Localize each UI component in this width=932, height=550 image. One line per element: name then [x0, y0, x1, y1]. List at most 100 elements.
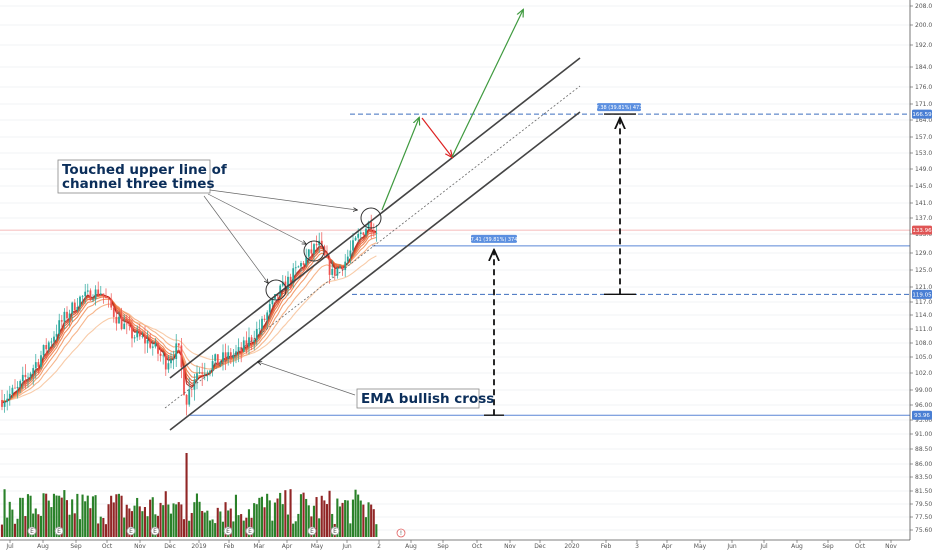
y-tick-label: 79.50 [915, 501, 932, 508]
candle-body [300, 263, 302, 267]
price-badge [912, 225, 932, 235]
event-marker-label: E [310, 528, 314, 535]
volume-bar [29, 495, 32, 537]
projection-layer [381, 10, 523, 211]
candle-body [128, 323, 131, 327]
volume-bar [242, 520, 245, 537]
event-marker-label: E [57, 528, 61, 535]
volume-bar [237, 515, 240, 537]
volume-bar [76, 493, 79, 537]
volume-bar [341, 502, 344, 537]
candle-body [183, 367, 185, 395]
candle-body [66, 311, 68, 319]
y-tick-label: 141.00 [915, 200, 932, 207]
x-tick-label: Feb [224, 543, 235, 550]
candle-body [177, 343, 180, 346]
candle-body [68, 313, 71, 319]
ema-line [2, 230, 377, 403]
candle-body [268, 304, 271, 313]
candle-body [138, 331, 141, 337]
touch-circle [303, 240, 325, 262]
volume-bar [299, 494, 302, 537]
volume-bar [240, 514, 243, 537]
volume-bar [26, 494, 29, 537]
candle-body [362, 232, 365, 235]
candle-body [34, 362, 37, 369]
volume-bar [234, 494, 237, 537]
volume-bar [151, 497, 154, 537]
candle-body [24, 374, 27, 378]
y-tick-label: 99.00 [915, 387, 932, 394]
candle-body [258, 328, 261, 330]
candle-body [47, 342, 50, 350]
volume-bar [188, 520, 191, 537]
x-tick-label: Oct [472, 543, 483, 550]
ema-line [1, 229, 377, 403]
volume-bar [325, 504, 328, 537]
volume-bar [286, 514, 289, 537]
volume-bar [253, 503, 256, 537]
candle-body [73, 302, 76, 311]
candle-body [151, 346, 154, 348]
candle-body [196, 373, 198, 380]
volume-bar [164, 491, 167, 537]
volume-bar [315, 497, 318, 537]
volume-bar [177, 502, 180, 537]
volume-bar [102, 517, 105, 537]
candle-body [115, 316, 118, 324]
x-tick-label: Mar [253, 543, 265, 550]
volume-bar [68, 514, 71, 537]
measurement-layer: 47.38 (39.81%) 4738 37.41 (39.81%) 3741 [467, 103, 646, 416]
volume-bar [372, 509, 375, 537]
candle-body [339, 266, 341, 269]
y-tick-label: 176.00 [915, 84, 932, 91]
volume-bar [58, 495, 61, 537]
annotation-pointer [258, 362, 356, 396]
candle-body [359, 232, 362, 234]
candle-body [19, 381, 22, 387]
candle-body [219, 361, 222, 365]
volume-bar [24, 516, 27, 537]
x-tick-label: Sep [822, 543, 834, 550]
y-tick-label: 108.00 [915, 340, 932, 347]
volume-bar [266, 493, 269, 537]
volume-bar [146, 516, 149, 537]
candle-body [94, 289, 97, 300]
candle-body [289, 276, 292, 283]
y-tick-label: 111.00 [915, 326, 932, 333]
volume-bar [45, 493, 48, 537]
candle-body [185, 394, 188, 405]
volume-bar [133, 505, 136, 537]
volume-bar [349, 523, 352, 537]
candle-body [81, 296, 84, 297]
candle-body [297, 266, 300, 268]
volume-bar [130, 511, 133, 537]
volume-bar [175, 504, 178, 537]
price-badge-label: 133.96 [912, 228, 932, 234]
x-tick-label: Dec [534, 543, 546, 550]
candle-body [365, 228, 367, 235]
candle-body [305, 256, 308, 265]
candle-body [250, 337, 253, 342]
candle-body [294, 267, 297, 269]
y-tick-label: 184.00 [915, 64, 932, 71]
volume-bar [19, 497, 22, 537]
y-tick-label: 192.00 [915, 42, 932, 49]
candle-body [292, 268, 295, 283]
volume-bar [0, 524, 3, 537]
y-tick-label: 125.00 [915, 267, 932, 274]
candle-body [99, 293, 102, 295]
volume-bar [227, 510, 230, 537]
volume-bar [172, 503, 175, 537]
candle-body [53, 336, 55, 342]
candle-body [211, 361, 214, 371]
candle-body [37, 362, 40, 367]
candle-body [16, 386, 19, 389]
volume-bar [255, 504, 258, 537]
candle-body [344, 261, 347, 271]
grid-layer [0, 5, 910, 531]
volume-bar [16, 518, 19, 537]
candle-body [118, 316, 120, 324]
volume-bar [65, 500, 68, 537]
